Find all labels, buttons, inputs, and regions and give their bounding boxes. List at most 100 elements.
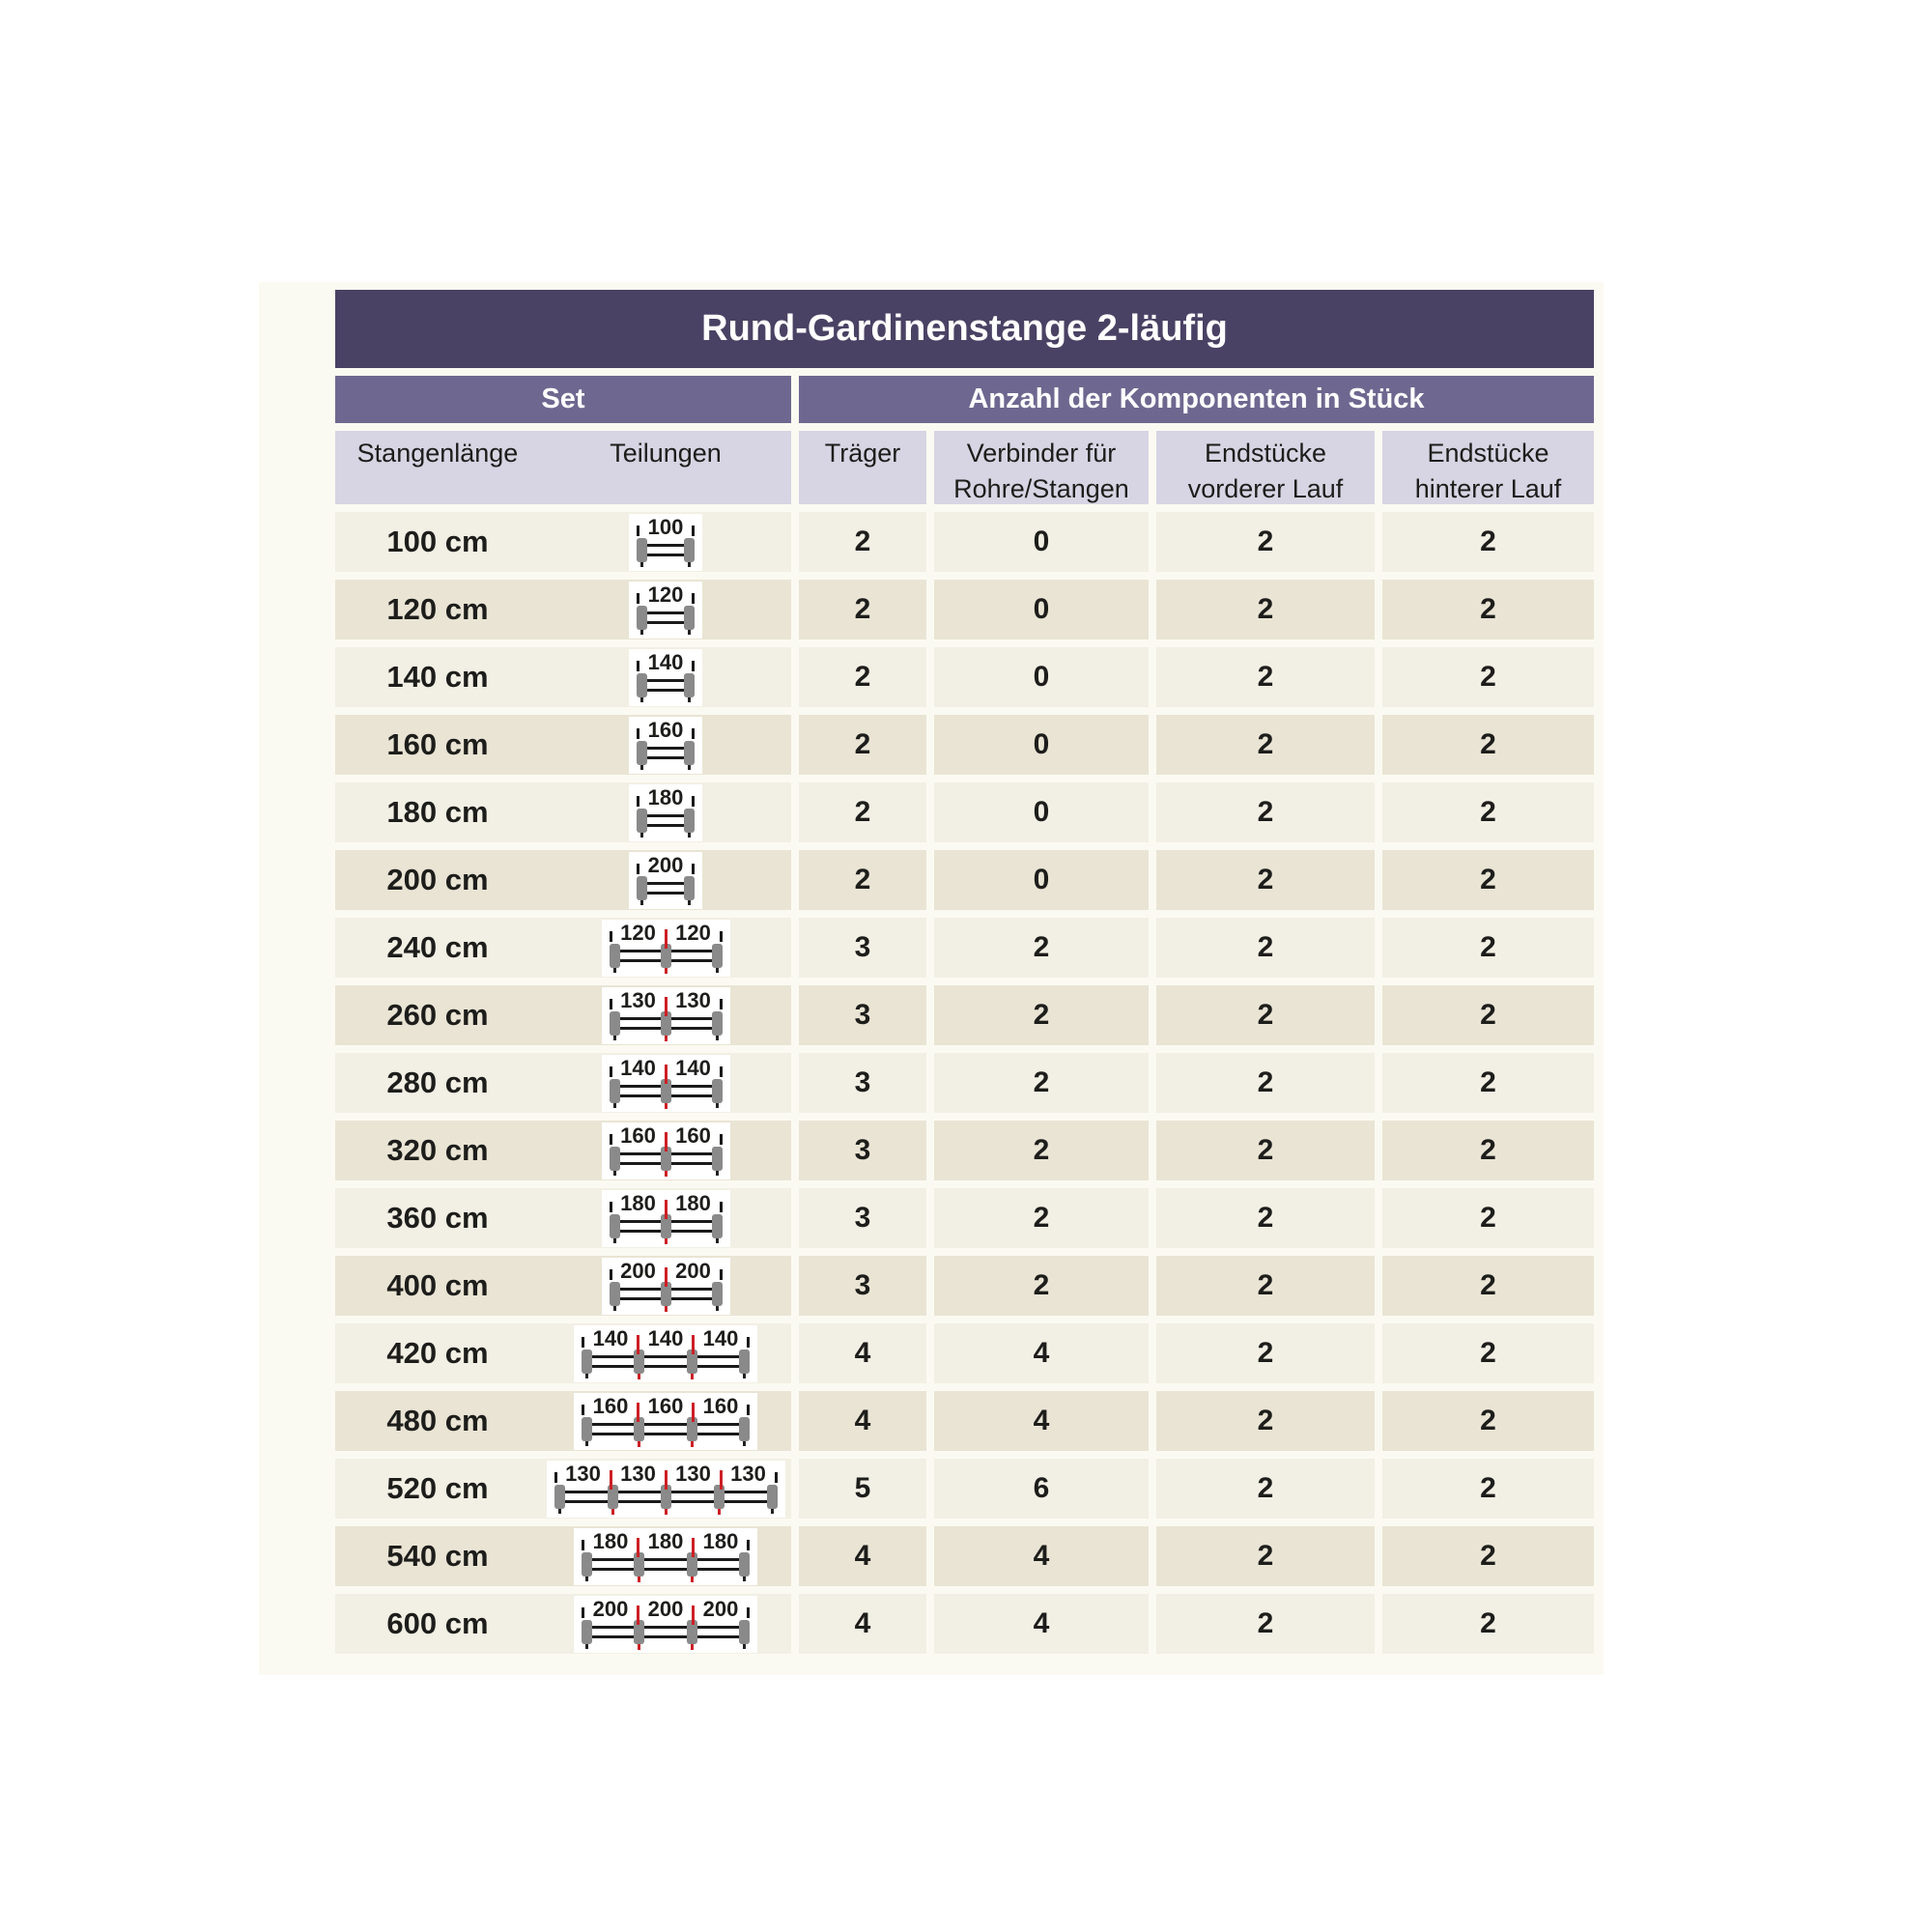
segment-length-value: 130 [620,1461,656,1486]
rod-length-label: 240 cm [386,930,489,964]
measure-tick-icon [774,1471,778,1483]
traeger-cell: 3 [799,918,926,978]
rod-endcap-icon [609,1010,620,1040]
traeger-cell: 3 [799,1121,926,1180]
table-row-set-cell: 360 cm 180 180 [335,1188,791,1248]
measure-tick-icon [637,727,639,739]
traeger-value: 4 [854,1405,871,1436]
segment-lengths: 160 [637,717,695,742]
segment-length-value: 130 [730,1461,766,1486]
rod-connector-icon [660,1213,671,1244]
rod-tube [647,746,684,759]
connector-tick-icon [692,1334,695,1354]
measure-tick-icon [692,660,695,671]
traeger-value: 3 [854,1134,871,1166]
verbinder-cell: 4 [934,1526,1149,1586]
rod-tube [647,813,684,827]
endstuecke-hinterer-cell: 2 [1382,1594,1594,1654]
traeger-value: 5 [854,1472,871,1504]
segment-lengths: 140 140 140 [582,1325,750,1354]
rod-endcap-icon [711,1213,723,1243]
connector-tick-icon [664,1131,668,1151]
rod-endcap-icon [684,605,695,635]
traeger-value: 2 [854,593,871,625]
verbinder-value: 0 [1033,796,1050,828]
rod-segments-diagram: 130 130 130 130 [546,1460,785,1518]
rod-connector-icon [713,1484,724,1515]
verbinder-value: 2 [1033,931,1050,963]
rod-tube [647,611,684,624]
endstuecke-hinterer-cell: 2 [1382,918,1594,978]
verbinder-value: 2 [1033,999,1050,1031]
connector-tick-icon [692,1537,695,1557]
endstuecke-vorderer-value: 2 [1257,999,1274,1031]
endstuecke-vorderer-value: 2 [1257,931,1274,963]
traeger-cell: 2 [799,782,926,842]
rod-length-label: 320 cm [386,1133,489,1167]
component-table: Rund-Gardinenstange 2-läufig Set Anzahl … [335,290,1594,1654]
segment-length-value: 160 [647,717,684,742]
measure-tick-icon [719,1065,723,1077]
endstuecke-vorderer-value: 2 [1257,1269,1274,1301]
endstuecke-hinterer-cell: 2 [1382,782,1594,842]
verbinder-cell: 0 [934,850,1149,910]
traeger-value: 2 [854,796,871,828]
rod-diagram-area: 140 140 140 [540,1324,791,1382]
column-header-teilungen: Teilungen [610,439,722,468]
rod-diagram-area: 160 160 160 [540,1392,791,1450]
column-header-verbinder: Verbinder für Rohre/Stangen [934,431,1149,504]
verbinder-cell: 4 [934,1391,1149,1451]
traeger-cell: 3 [799,1256,926,1316]
verbinder-value: 2 [1033,1134,1050,1166]
rod-tube [592,1422,635,1435]
endstuecke-hinterer-cell: 2 [1382,1323,1594,1383]
measure-tick-icon [609,1201,612,1212]
rod-drawing [554,1484,778,1515]
rod-tube [644,1422,687,1435]
rod-tube [564,1490,608,1503]
rod-connector-icon [634,1551,645,1582]
table-row-set-cell: 260 cm 130 130 [335,985,791,1045]
endstuecke-hinterer-value: 2 [1480,796,1496,828]
table-row-set-cell: 320 cm 160 160 [335,1121,791,1180]
measure-tick-icon [719,1201,723,1212]
rod-connector-icon [686,1349,697,1379]
verbinder-cell: 0 [934,647,1149,707]
traeger-cell: 3 [799,985,926,1045]
endstuecke-hinterer-value: 2 [1480,1337,1496,1369]
rod-drawing [609,1281,723,1312]
rod-endcap-icon [582,1619,592,1649]
endstuecke-vorderer-cell: 2 [1156,715,1375,775]
endstuecke-vorderer-cell: 2 [1156,512,1375,572]
verbinder-cell: 0 [934,782,1149,842]
traeger-cell: 3 [799,1053,926,1113]
endstuecke-hinterer-cell: 2 [1382,1188,1594,1248]
rod-connector-icon [686,1416,697,1447]
rod-drawing [637,740,695,770]
endstuecke-hinterer-cell: 2 [1382,850,1594,910]
rod-diagram-area: 200 [540,851,791,909]
endstuecke-vorderer-value: 2 [1257,661,1274,693]
traeger-value: 4 [854,1337,871,1369]
endstuecke-hinterer-value: 2 [1480,728,1496,760]
traeger-cell: 4 [799,1594,926,1654]
measure-tick-icon [609,998,612,1009]
verbinder-value: 4 [1033,1337,1050,1369]
endstuecke-hinterer-value: 2 [1480,1607,1496,1639]
rod-endcap-icon [711,943,723,973]
measure-tick-icon [692,863,695,874]
rod-diagram-area: 180 180 [540,1189,791,1247]
verbinder-cell: 0 [934,580,1149,639]
rod-connector-icon [660,1146,671,1177]
traeger-value: 2 [854,526,871,557]
rod-connector-icon [660,1484,671,1515]
rod-length-label: 600 cm [386,1606,489,1640]
segment-length-value: 140 [702,1325,739,1350]
rod-diagram-area: 200 200 200 [540,1595,791,1653]
verbinder-value: 0 [1033,661,1050,693]
segment-lengths: 160 160 160 [582,1395,750,1422]
group-header-components: Anzahl der Komponenten in Stück [799,376,1594,423]
segment-length-value: 120 [620,920,656,945]
rod-tube [619,1084,661,1097]
measure-tick-icon [582,1539,584,1550]
